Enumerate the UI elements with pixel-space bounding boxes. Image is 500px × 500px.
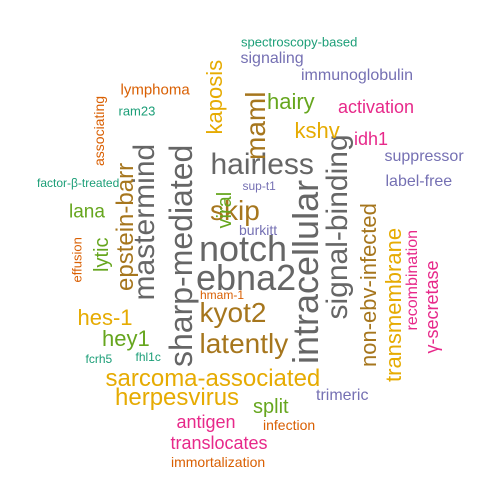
word-infection: infection xyxy=(263,417,316,433)
word-kyot2: kyot2 xyxy=(199,297,267,328)
word-kaposis: kaposis xyxy=(202,59,227,135)
word-maml: maml xyxy=(240,91,271,160)
word-sarcoma-associated: sarcoma-associated xyxy=(105,365,321,392)
word-transmembrane: transmembrane xyxy=(381,227,406,382)
word-kshv: kshv xyxy=(294,118,340,143)
word-translocates: translocates xyxy=(170,433,268,453)
word-trimeric: trimeric xyxy=(316,387,369,404)
word-ram23: ram23 xyxy=(118,103,156,119)
word-spectroscopy-based: spectroscopy-based xyxy=(241,34,358,50)
word-lana: lana xyxy=(69,201,105,223)
word-fhl1c: fhl1c xyxy=(135,350,161,364)
word-hes-1: hes-1 xyxy=(77,305,133,330)
word-suppressor: suppressor xyxy=(384,148,464,165)
word-herpesvirus: herpesvirus xyxy=(115,384,240,411)
word-ebna2: ebna2 xyxy=(196,257,297,298)
word-viral: viral xyxy=(214,191,236,229)
word-intracellular: intracellular xyxy=(285,179,326,364)
word-sharp-mediated: sharp-mediated xyxy=(163,144,199,367)
word-immortalization: immortalization xyxy=(171,454,266,470)
word-antigen: antigen xyxy=(176,412,236,432)
word-burkitt: burkitt xyxy=(239,222,278,238)
word-factor-beta-treated: factor-β-treated xyxy=(37,176,120,190)
word-signal-binding: signal-binding xyxy=(321,134,354,320)
word-effusion: effusion xyxy=(69,237,85,283)
word-gamma-secretase: γ-secretase xyxy=(422,260,442,354)
word-label-free: label-free xyxy=(385,173,453,190)
word-hairless: hairless xyxy=(210,148,314,181)
word-activation: activation xyxy=(338,97,415,117)
word-recombination: recombination xyxy=(404,230,421,331)
word-lymphoma: lymphoma xyxy=(120,81,190,99)
word-hairy: hairy xyxy=(267,89,315,114)
word-latently: latently xyxy=(199,328,289,359)
word-immunoglobulin: immunoglobulin xyxy=(301,67,414,84)
word-idh1: idh1 xyxy=(354,129,389,149)
word-non-ebv-infected: non-ebv-infected xyxy=(356,203,381,367)
word-lytic: lytic xyxy=(91,237,113,272)
word-fcrh5: fcrh5 xyxy=(85,352,113,366)
word-skip: skip xyxy=(210,195,260,226)
word-sup-t1: sup-t1 xyxy=(242,179,276,193)
word-hmam-1: hmam-1 xyxy=(200,288,245,302)
word-signaling: signaling xyxy=(240,50,304,67)
word-associating: associating xyxy=(91,95,107,166)
word-hey1: hey1 xyxy=(102,326,150,351)
word-split: split xyxy=(253,396,289,418)
word-notch: notch xyxy=(199,228,288,269)
